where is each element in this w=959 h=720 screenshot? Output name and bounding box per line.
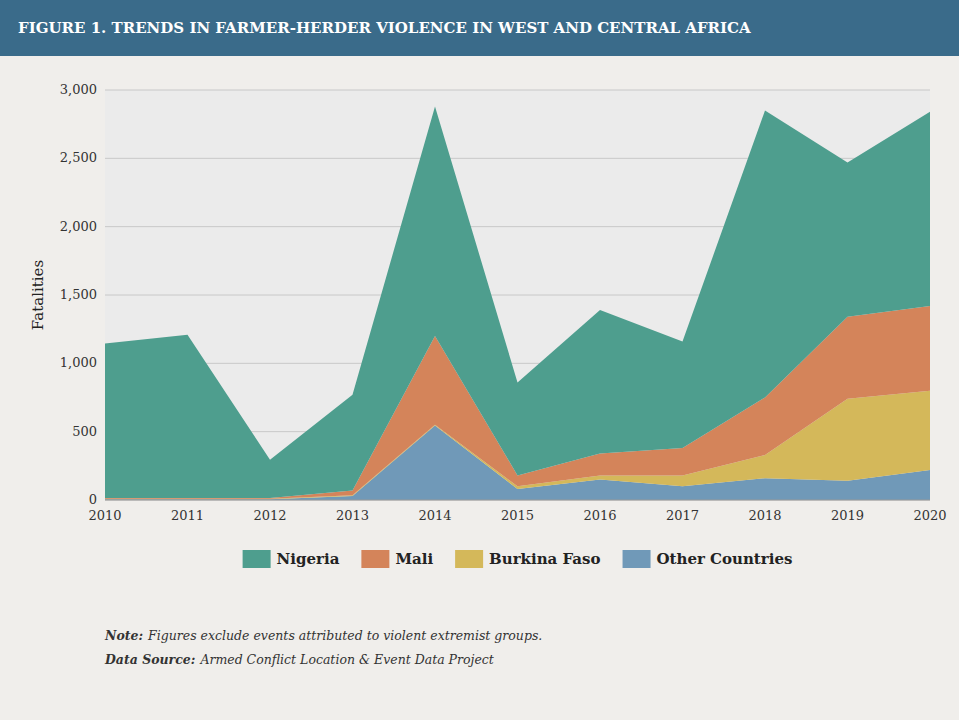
- x-tick-label: 2013: [336, 508, 369, 523]
- x-axis-line: [105, 500, 930, 501]
- y-tick-label: 3,000: [60, 82, 97, 97]
- x-tick-label: 2019: [831, 508, 864, 523]
- legend-swatch: [361, 550, 389, 568]
- plot-area: [105, 90, 930, 500]
- grid-line: [105, 500, 930, 501]
- y-tick-label: 2,000: [60, 219, 97, 234]
- y-tick-label: 1,000: [60, 355, 97, 370]
- annotation: Data Source: Armed Conflict Location & Ev…: [104, 652, 495, 667]
- annotation: Note: Figures exclude events attributed t…: [104, 628, 542, 643]
- annotation-text: Figures exclude events attributed to vio…: [147, 628, 542, 643]
- areas: [105, 106, 930, 500]
- legend-label: Other Countries: [657, 550, 793, 568]
- x-tick-label: 2015: [501, 508, 534, 523]
- x-tick-label: 2018: [748, 508, 781, 523]
- y-tick-label: 1,500: [60, 287, 97, 302]
- legend: Nigeria Mali Burkina Faso Other Countries: [243, 550, 793, 568]
- x-tick-label: 2012: [253, 508, 286, 523]
- y-axis-label: Fatalities: [29, 260, 47, 330]
- title: FIGURE 1. TRENDS IN FARMER-HERDER VIOLEN…: [18, 19, 751, 37]
- legend-label: Mali: [395, 550, 433, 568]
- x-tick-label: 2016: [583, 508, 616, 523]
- area: [105, 106, 930, 498]
- legend-label: Nigeria: [277, 550, 340, 568]
- legend-swatch: [243, 550, 271, 568]
- annotation-label: Data Source:: [104, 652, 195, 667]
- chart: FIGURE 1. TRENDS IN FARMER-HERDER VIOLEN…: [0, 0, 959, 720]
- x-tick-label: 2017: [666, 508, 699, 523]
- x-tick-label: 2014: [418, 508, 451, 523]
- background: [0, 0, 959, 720]
- legend-swatch: [623, 550, 651, 568]
- annotation-label: Note:: [104, 628, 143, 643]
- title-bar: [0, 0, 959, 56]
- legend-label: Burkina Faso: [489, 550, 600, 568]
- x-tick-label: 2010: [88, 508, 121, 523]
- legend-swatch: [455, 550, 483, 568]
- y-tick-label: 2,500: [60, 150, 97, 165]
- y-tick-label: 0: [89, 492, 97, 507]
- grid-line: [105, 90, 930, 91]
- y-tick-label: 500: [72, 424, 97, 439]
- x-tick-label: 2020: [913, 508, 946, 523]
- x-tick-label: 2011: [171, 508, 204, 523]
- annotation-text: Armed Conflict Location & Event Data Pro…: [199, 652, 494, 667]
